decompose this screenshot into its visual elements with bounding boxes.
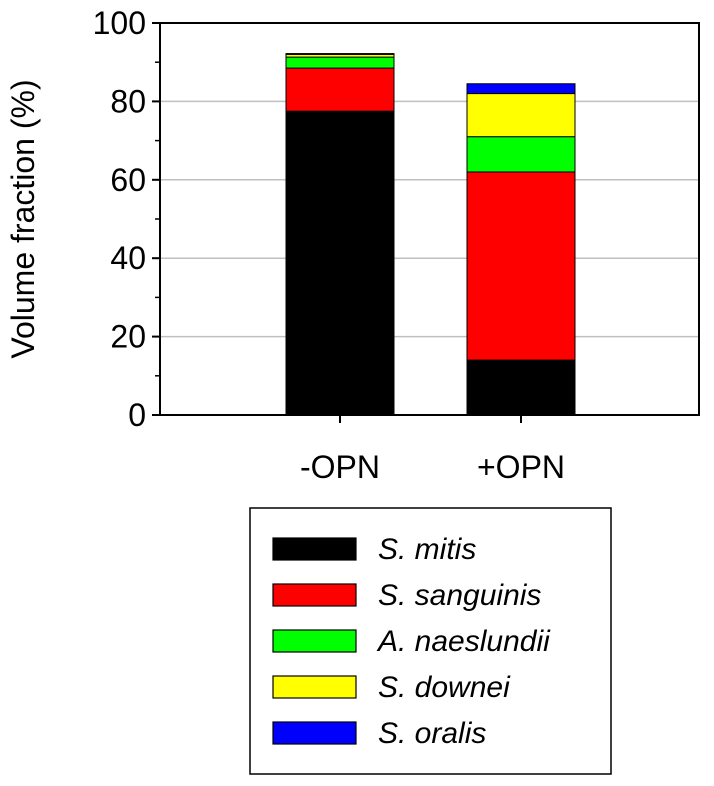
x-tick-label: +OPN bbox=[477, 449, 565, 485]
legend-swatch bbox=[272, 675, 357, 699]
gridlines bbox=[160, 100, 699, 338]
legend-label: S. mitis bbox=[378, 533, 476, 566]
bar-segment bbox=[466, 171, 576, 361]
y-tick-label: 80 bbox=[110, 83, 146, 119]
legend-swatch bbox=[272, 721, 357, 745]
bar-segment bbox=[466, 136, 576, 173]
y-tick-label: 60 bbox=[110, 162, 146, 198]
y-tick-label: 0 bbox=[128, 397, 146, 433]
y-axis-label: Volume fraction (%) bbox=[5, 79, 41, 358]
bar-segment bbox=[466, 93, 576, 138]
bar-segment bbox=[285, 53, 395, 55]
legend-swatch bbox=[272, 537, 357, 561]
y-tick-label: 100 bbox=[93, 5, 146, 41]
x-tick-label: -OPN bbox=[300, 449, 380, 485]
bar-segment bbox=[285, 56, 395, 69]
bar-segment bbox=[466, 83, 576, 95]
y-tick-label: 20 bbox=[110, 319, 146, 355]
legend: S. mitis S. sanguinis A. naeslundii S. down… bbox=[249, 507, 612, 775]
legend-swatch bbox=[272, 583, 357, 607]
bar-segment bbox=[466, 359, 576, 416]
legend-label: A. naeslundii bbox=[376, 625, 551, 658]
bars bbox=[285, 53, 576, 416]
legend-label: S. sanguinis bbox=[378, 579, 541, 612]
plot-frame bbox=[159, 22, 700, 416]
legend-label: S. oralis bbox=[378, 717, 486, 750]
y-tick-label: 40 bbox=[110, 240, 146, 276]
bar-segment bbox=[285, 67, 395, 112]
ticks: 0 20 40 60 80 100 -OPN +OPN bbox=[93, 5, 565, 485]
legend-swatch bbox=[272, 629, 357, 653]
bar-segment bbox=[285, 110, 395, 416]
legend-label: S. downei bbox=[378, 671, 511, 704]
